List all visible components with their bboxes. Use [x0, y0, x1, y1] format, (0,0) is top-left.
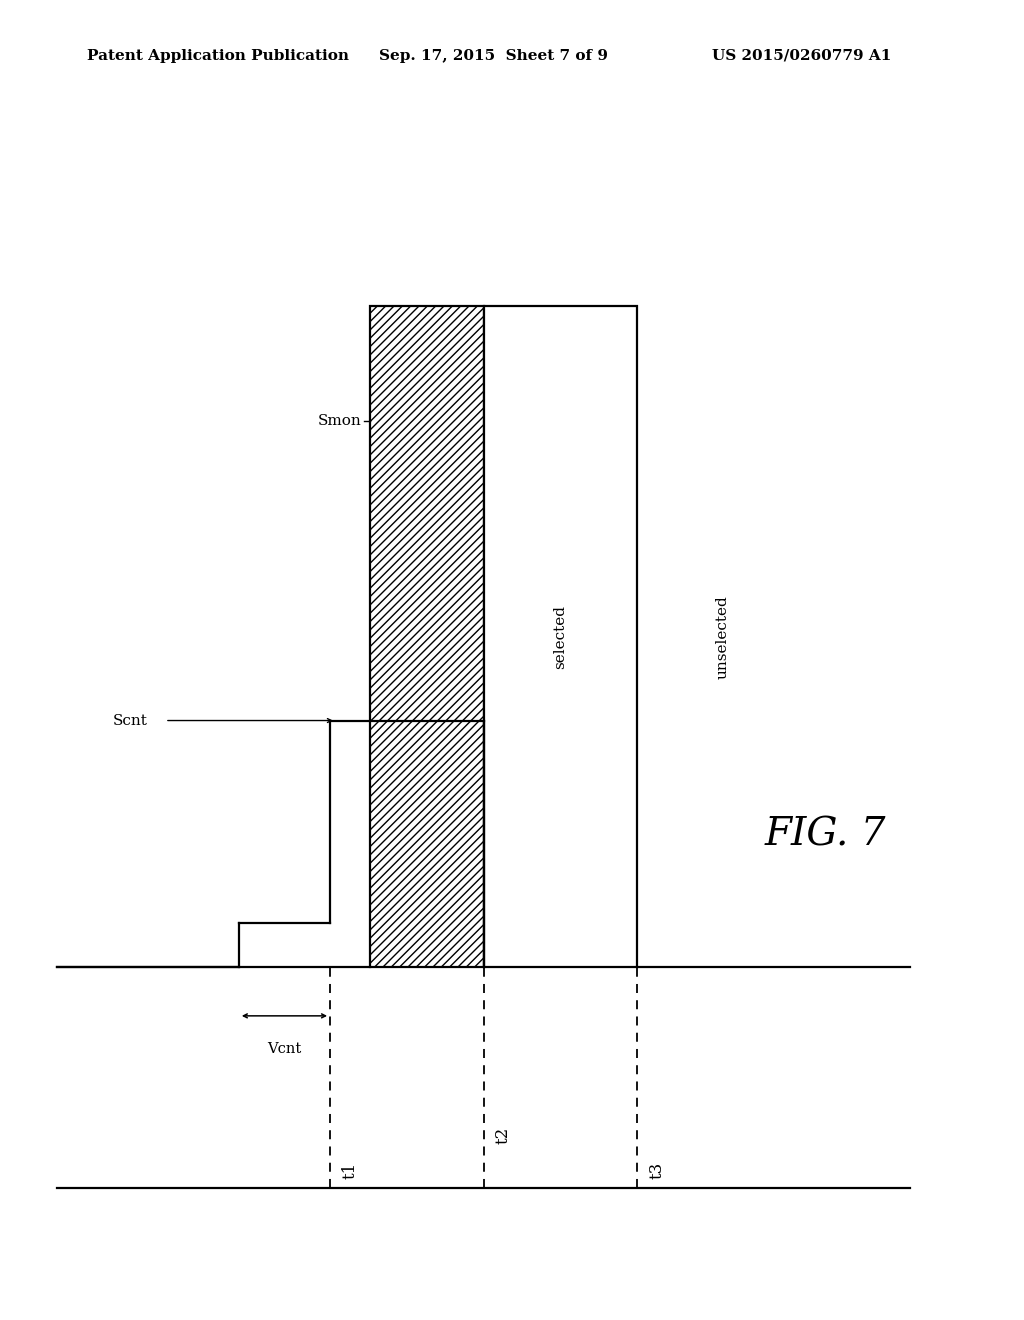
Text: Vcnt: Vcnt — [267, 1043, 302, 1056]
Text: unselected: unselected — [716, 595, 729, 678]
Text: Smon: Smon — [317, 413, 361, 428]
Text: t1: t1 — [341, 1162, 358, 1179]
Text: t2: t2 — [495, 1126, 512, 1143]
Text: FIG. 7: FIG. 7 — [764, 817, 886, 854]
Bar — [483, 306, 637, 968]
Text: selected: selected — [553, 605, 567, 669]
Text: Scnt: Scnt — [113, 714, 147, 727]
Text: t3: t3 — [648, 1162, 666, 1179]
Text: US 2015/0260779 A1: US 2015/0260779 A1 — [712, 49, 891, 63]
Bar — [370, 306, 483, 968]
Text: Patent Application Publication: Patent Application Publication — [87, 49, 349, 63]
Text: Sep. 17, 2015  Sheet 7 of 9: Sep. 17, 2015 Sheet 7 of 9 — [379, 49, 608, 63]
